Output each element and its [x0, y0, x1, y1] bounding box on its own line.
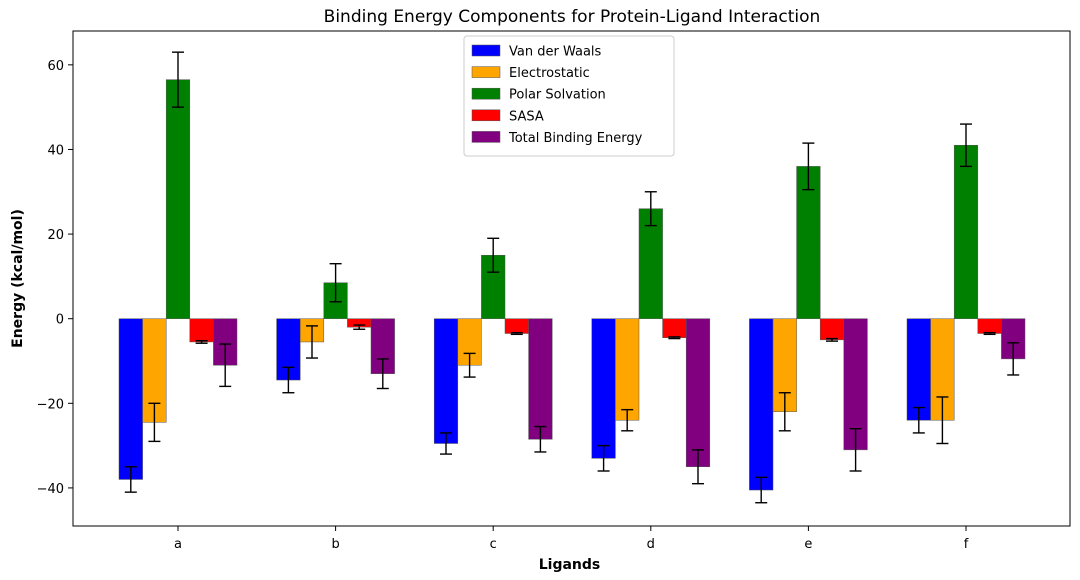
bar-sasa-c [504, 318, 529, 334]
y-tick-label: −40 [37, 482, 64, 497]
error-bar-electrostatic-f [936, 396, 949, 445]
error-bar-sasa-f [983, 331, 996, 336]
error-bar-total-binding-energy-b [376, 358, 389, 390]
error-bar-polar-solvation-a [172, 51, 184, 108]
error-bar-van-der-waals-b [282, 366, 295, 394]
error-bar-van-der-waals-a [124, 466, 137, 493]
error-bar-sasa-c [510, 331, 523, 336]
error-bar-van-der-waals-e [755, 476, 768, 504]
bar-polar-solvation-f [953, 144, 979, 319]
x-tick-label: f [964, 537, 969, 552]
legend-label: SASA [509, 109, 544, 124]
error-bar-polar-solvation-d [644, 191, 657, 227]
error-bar-electrostatic-d [621, 408, 634, 432]
legend: Van der Waals Electrostatic Polar Solvatio… [463, 35, 675, 157]
error-bar-van-der-waals-d [597, 444, 610, 472]
legend-entry-polar-solvation: Polar Solvation [471, 87, 606, 103]
error-bar-total-binding-energy-c [534, 425, 547, 453]
bar-total-binding-energy-d [685, 318, 711, 468]
x-tick-label: b [331, 537, 339, 552]
bar-total-binding-energy-c [528, 318, 553, 440]
error-bar-sasa-a [195, 339, 208, 344]
error-bar-polar-solvation-f [960, 123, 972, 168]
bar-polar-solvation-a [165, 79, 191, 319]
bar-van-der-waals-f [906, 318, 931, 421]
chart-title: Binding Energy Components for Protein-Li… [324, 7, 821, 27]
x-axis-label: Ligands [539, 557, 601, 573]
y-axis-label: Energy (kcal/mol) [10, 209, 26, 348]
bar-sasa-d [662, 318, 687, 338]
error-bar-van-der-waals-c [440, 432, 452, 455]
error-bar-sasa-b [353, 324, 366, 330]
error-bar-polar-solvation-c [487, 237, 500, 273]
error-bar-polar-solvation-e [802, 142, 815, 191]
y-tick-label: 0 [56, 313, 64, 328]
x-tick-label: e [804, 537, 812, 552]
legend-entry-van-der-waals: Van der Waals [471, 44, 602, 60]
error-bar-electrostatic-b [306, 325, 318, 359]
legend-entry-electrostatic: Electrostatic [471, 66, 590, 81]
axes-frame [72, 30, 1071, 527]
bar-sasa-f [977, 318, 1002, 334]
error-bar-van-der-waals-f [912, 406, 925, 434]
y-tick-label: 60 [47, 59, 64, 74]
legend-swatch [471, 109, 501, 122]
bar-electrostatic-d [615, 318, 640, 421]
x-axis: a b c d e f [174, 526, 969, 552]
bar-sasa-e [819, 318, 845, 341]
bar-van-der-waals-a [118, 318, 143, 480]
y-tick-label: 40 [47, 143, 64, 158]
x-tick-label: a [174, 537, 182, 552]
legend-frame [463, 35, 675, 157]
y-tick-label: 20 [47, 228, 64, 243]
error-bar-electrostatic-a [148, 402, 161, 443]
bar-van-der-waals-d [591, 318, 616, 459]
legend-entry-total-binding-energy: Total Binding Energy [471, 131, 643, 146]
legend-swatch [471, 66, 501, 78]
bar-van-der-waals-c [433, 318, 459, 444]
error-bar-sasa-e [826, 337, 838, 342]
error-bar-electrostatic-c [463, 352, 476, 378]
error-bar-electrostatic-e [778, 392, 791, 432]
y-tick-label: −20 [37, 397, 64, 412]
bar-van-der-waals-e [749, 318, 774, 491]
error-bar-sasa-d [668, 336, 681, 340]
error-bar-total-binding-energy-d [692, 449, 704, 485]
error-bar-total-binding-energy-a [219, 343, 232, 388]
error-bar-total-binding-energy-e [849, 427, 862, 472]
legend-entry-sasa: SASA [471, 109, 544, 124]
y-axis: −40 −20 0 20 40 60 [37, 59, 73, 497]
plot-area [118, 51, 1026, 504]
error-bar-total-binding-energy-f [1007, 342, 1020, 376]
legend-label: Van der Waals [509, 45, 602, 60]
bar-sasa-a [189, 318, 214, 343]
legend-label: Total Binding Energy [508, 131, 643, 146]
x-tick-label: c [490, 537, 497, 552]
legend-label: Electrostatic [509, 66, 590, 81]
legend-swatch [471, 87, 501, 100]
legend-swatch [471, 44, 501, 57]
x-tick-label: d [647, 537, 655, 552]
legend-label: Polar Solvation [509, 88, 606, 103]
legend-swatch [471, 131, 501, 143]
error-bar-polar-solvation-b [329, 262, 342, 303]
